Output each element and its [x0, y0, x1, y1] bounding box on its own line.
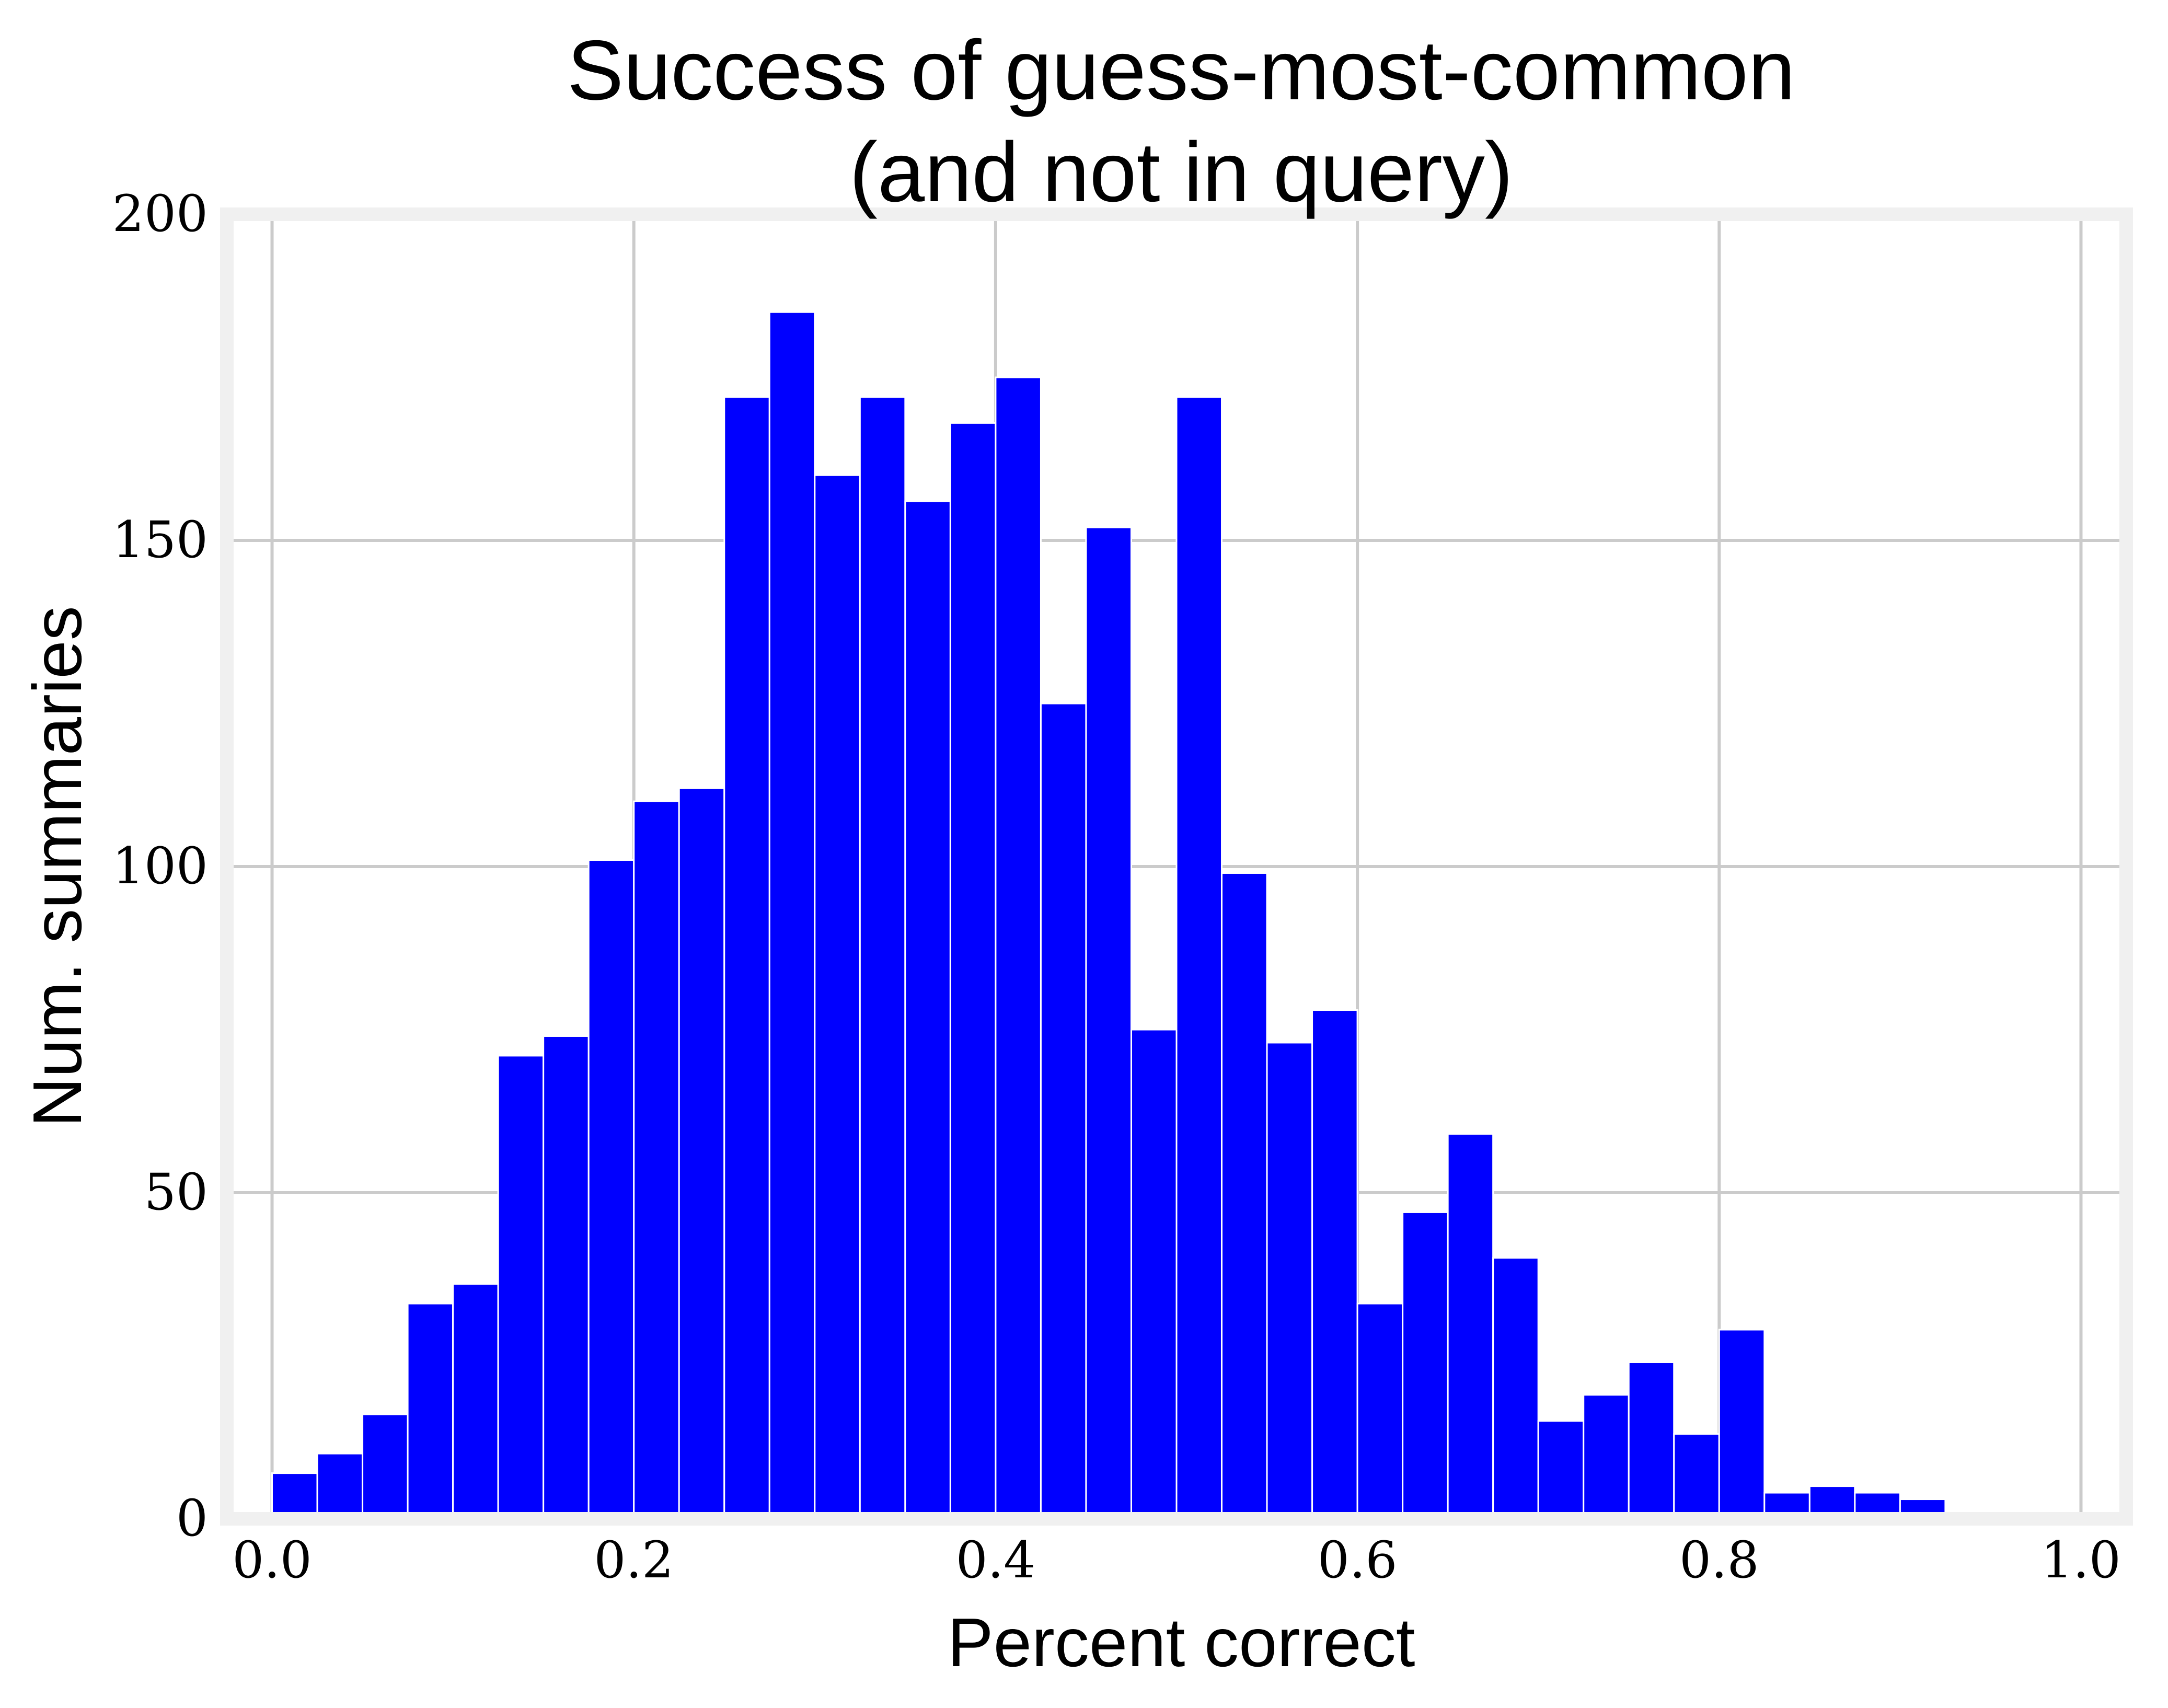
histogram-bar [859, 396, 906, 1520]
histogram-bar [316, 1452, 364, 1520]
plot-frame [220, 207, 2133, 1526]
histogram-bar [1266, 1042, 1313, 1520]
y-tick-label: 50 [144, 1163, 208, 1221]
x-tick-labels: 0.0 0.2 0.4 0.6 0.8 1.0 [232, 1531, 2121, 1589]
histogram-bar [1040, 702, 1087, 1520]
histogram-bar [904, 500, 951, 1520]
histogram-bar [723, 396, 770, 1520]
histogram-bar [1221, 872, 1268, 1520]
histogram-bar [1402, 1211, 1449, 1520]
histogram-bar [949, 422, 997, 1520]
x-axis-label: Percent correct [948, 1604, 1415, 1681]
histogram-bar [407, 1302, 454, 1520]
histogram-bar [1673, 1433, 1720, 1520]
histogram-bar [271, 1472, 318, 1520]
histogram-bar [497, 1055, 545, 1520]
y-axis-label: Num. summaries [19, 606, 96, 1127]
histogram-bar [1583, 1394, 1630, 1520]
y-tick-label: 150 [112, 511, 208, 569]
y-tick-labels: 0 50 100 150 200 [112, 184, 208, 1548]
histogram-bar [768, 311, 816, 1520]
x-tick-label: 0.6 [1318, 1531, 1398, 1589]
y-tick-label: 0 [176, 1489, 208, 1548]
histogram-bar [633, 800, 680, 1520]
x-tick-label: 0.8 [1679, 1531, 1759, 1589]
histogram-bar [362, 1413, 409, 1520]
x-tick-label: 1.0 [2041, 1531, 2121, 1589]
histogram-bar [1311, 1009, 1358, 1520]
histogram-bar [452, 1283, 499, 1520]
histogram-bar [1356, 1302, 1404, 1520]
x-tick-label: 0.0 [232, 1531, 312, 1589]
histogram-bar [814, 474, 861, 1520]
histogram-bar [678, 787, 725, 1520]
chart-title-line-2: (and not in query) [849, 125, 1513, 220]
histogram-bar [1130, 1029, 1178, 1520]
x-tick-label: 0.4 [956, 1531, 1036, 1589]
chart-title-line-1: Success of guess-most-common [567, 23, 1795, 118]
histogram-bars [271, 311, 2037, 1520]
x-tick-label: 0.2 [594, 1531, 674, 1589]
histogram-bar [1492, 1257, 1539, 1520]
y-tick-label: 100 [112, 837, 208, 895]
histogram-bar [1628, 1361, 1675, 1520]
histogram-bar [1175, 396, 1223, 1520]
histogram-bar [1085, 526, 1132, 1520]
histogram-bar [543, 1035, 590, 1520]
histogram-bar [1718, 1329, 1766, 1520]
histogram-bar [995, 376, 1042, 1520]
y-tick-label: 200 [112, 184, 208, 243]
histogram-bar [1447, 1133, 1494, 1520]
histogram-bar [1537, 1420, 1585, 1520]
histogram-bar [587, 859, 635, 1520]
